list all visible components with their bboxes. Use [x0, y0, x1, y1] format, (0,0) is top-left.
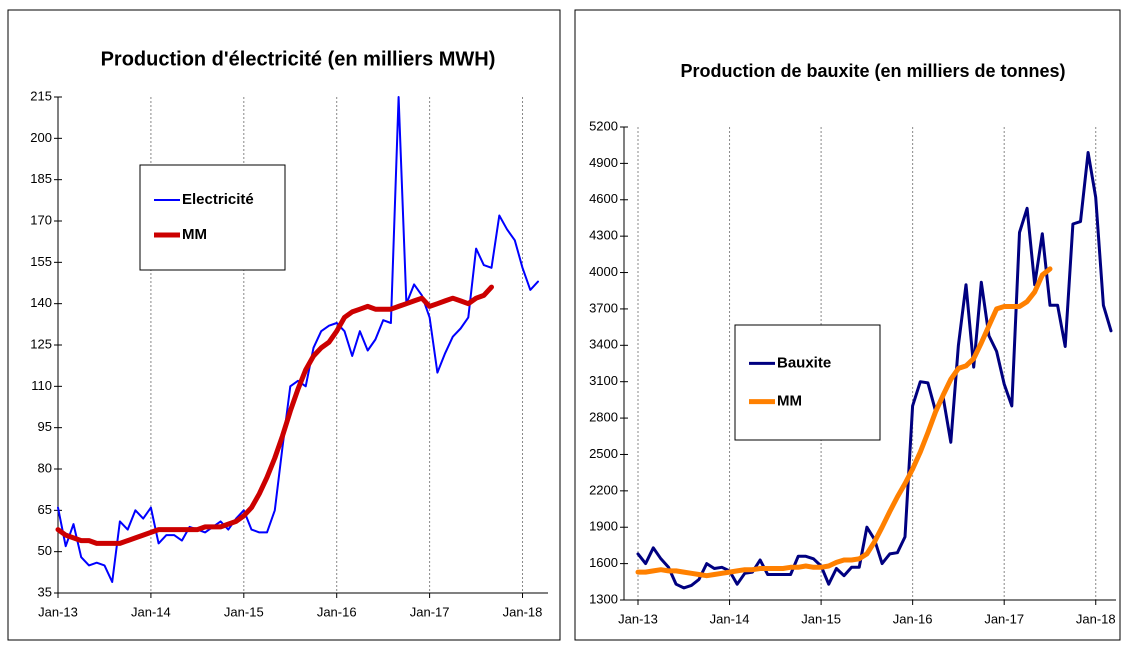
legend-label: MM	[777, 393, 802, 410]
y-tick-label: 80	[38, 460, 52, 475]
y-tick-label: 215	[30, 88, 52, 103]
y-tick-label: 1300	[589, 591, 618, 606]
y-tick-label: 4000	[589, 264, 618, 279]
x-tick-label: Jan-16	[317, 604, 357, 619]
legend-label: MM	[182, 226, 207, 243]
series-line	[57, 96, 539, 583]
y-tick-label: 200	[30, 130, 52, 145]
y-tick-label: 110	[31, 378, 52, 393]
y-tick-label: 65	[38, 502, 52, 517]
x-tick-label: Jan-15	[801, 611, 841, 626]
x-tick-label: Jan-14	[131, 604, 171, 619]
y-tick-label: 185	[30, 171, 52, 186]
x-tick-label: Jan-18	[503, 604, 543, 619]
y-tick-label: 4300	[589, 228, 618, 243]
y-tick-label: 4900	[589, 155, 618, 170]
y-tick-label: 50	[38, 543, 52, 558]
series-line	[55, 284, 494, 546]
legend-box	[734, 324, 881, 441]
y-tick-label: 3400	[589, 337, 618, 352]
y-tick-label: 4600	[589, 191, 618, 206]
y-tick-label: 2800	[589, 410, 618, 425]
x-tick-label: Jan-17	[984, 611, 1024, 626]
x-tick-label: Jan-14	[710, 611, 750, 626]
y-tick-label: 125	[30, 336, 52, 351]
y-tick-label: 170	[30, 212, 52, 227]
y-tick-label: 140	[30, 295, 52, 310]
legend-label: Electricité	[182, 191, 254, 208]
panel-frame	[7, 9, 561, 641]
x-tick-label: Jan-17	[410, 604, 450, 619]
y-tick-label: 3700	[589, 300, 618, 315]
y-tick-label: 155	[30, 254, 52, 269]
y-tick-label: 2500	[589, 446, 618, 461]
chart-title: Production d'électricité (en milliers MW…	[101, 48, 496, 70]
y-tick-label: 1600	[589, 555, 618, 570]
y-tick-label: 5200	[589, 118, 618, 133]
y-tick-label: 2200	[589, 482, 618, 497]
y-tick-label: 35	[38, 584, 52, 599]
y-tick-label: 3100	[589, 373, 618, 388]
y-tick-label: 95	[38, 419, 52, 434]
series-line	[635, 266, 1053, 579]
legend-label: Bauxite	[777, 354, 831, 371]
legend-box	[139, 164, 286, 271]
x-tick-label: Jan-13	[618, 611, 658, 626]
x-tick-label: Jan-13	[38, 604, 78, 619]
x-tick-label: Jan-18	[1076, 611, 1116, 626]
y-tick-label: 1900	[589, 519, 618, 534]
x-tick-label: Jan-15	[224, 604, 264, 619]
chart-title: Production de bauxite (en milliers de to…	[680, 61, 1065, 81]
x-tick-label: Jan-16	[893, 611, 933, 626]
